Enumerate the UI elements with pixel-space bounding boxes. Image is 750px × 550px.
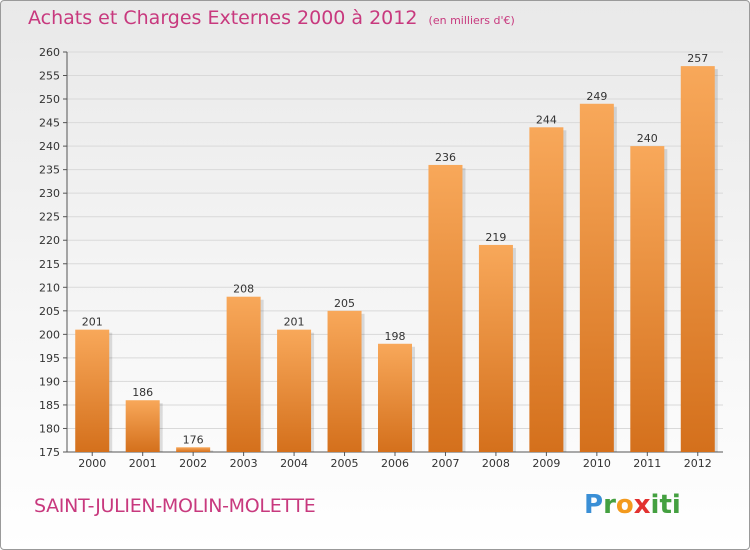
y-tick-label: 200 bbox=[39, 328, 60, 341]
bar-value-label: 186 bbox=[132, 386, 153, 399]
bar-2011 bbox=[630, 146, 665, 452]
x-tick-label: 2009 bbox=[532, 457, 560, 470]
y-tick-label: 220 bbox=[39, 234, 60, 247]
y-tick-label: 210 bbox=[39, 281, 60, 294]
y-tick-label: 240 bbox=[39, 140, 60, 153]
bar-value-label: 219 bbox=[485, 231, 506, 244]
x-axis-ticks: 2000 2001 2002 2003 2004 2005 2006 2007 2008 2009… bbox=[78, 457, 712, 470]
bar-2008 bbox=[478, 244, 513, 452]
y-tick-label: 260 bbox=[39, 46, 60, 59]
bar-2002 bbox=[176, 447, 211, 452]
y-tick-label: 180 bbox=[39, 422, 60, 435]
y-tick-label: 255 bbox=[39, 70, 60, 83]
bar-2001 bbox=[125, 400, 160, 452]
bar-value-label: 208 bbox=[233, 283, 254, 296]
y-tick-label: 235 bbox=[39, 164, 60, 177]
y-tick-label: 195 bbox=[39, 352, 60, 365]
chart-subtitle: (en milliers d'€) bbox=[428, 14, 515, 27]
y-tick-label: 205 bbox=[39, 305, 60, 318]
bar-2000 bbox=[75, 329, 110, 452]
y-tick-label: 185 bbox=[39, 399, 60, 412]
chart-title-block: Achats et Charges Externes 2000 à 2012 (… bbox=[28, 7, 515, 29]
bar-value-label: 201 bbox=[82, 316, 103, 329]
x-tick-label: 2000 bbox=[78, 457, 106, 470]
bar-2006 bbox=[378, 343, 412, 452]
x-tick-label: 2004 bbox=[280, 457, 308, 470]
place-name: SAINT-JULIEN-MOLIN-MOLETTE bbox=[34, 495, 316, 517]
x-tick-label: 2003 bbox=[230, 457, 258, 470]
y-tick-label: 215 bbox=[39, 258, 60, 271]
y-tick-label: 230 bbox=[39, 187, 60, 200]
bar-2009 bbox=[529, 127, 564, 452]
bar-value-label: 249 bbox=[586, 90, 607, 103]
bars bbox=[75, 66, 718, 453]
bar-value-label: 236 bbox=[435, 151, 456, 164]
x-tick-label: 2011 bbox=[633, 457, 661, 470]
y-tick-label: 225 bbox=[39, 211, 60, 224]
y-tick-label: 245 bbox=[39, 117, 60, 130]
data-labels: 201 186 176 208 201 205 198 236 219 244 249 240 257 bbox=[82, 52, 709, 446]
bar-2003 bbox=[226, 296, 261, 452]
bar-2007 bbox=[428, 164, 463, 453]
proxiti-logo: Proxiti bbox=[584, 490, 681, 520]
y-tick-label: 190 bbox=[39, 375, 60, 388]
x-tick-label: 2008 bbox=[482, 457, 510, 470]
bar-value-label: 244 bbox=[536, 113, 557, 126]
x-tick-label: 2012 bbox=[684, 457, 712, 470]
x-tick-label: 2002 bbox=[179, 457, 207, 470]
bar-value-label: 240 bbox=[637, 132, 658, 145]
bar-2010 bbox=[579, 103, 614, 452]
x-tick-label: 2006 bbox=[381, 457, 409, 470]
bar-2012 bbox=[680, 66, 715, 452]
bar-value-label: 205 bbox=[334, 297, 355, 310]
bar-value-label: 198 bbox=[385, 330, 406, 343]
y-tick-label: 175 bbox=[39, 446, 60, 459]
x-tick-label: 2007 bbox=[431, 457, 459, 470]
y-tick-label: 250 bbox=[39, 93, 60, 106]
bar-2005 bbox=[327, 310, 362, 452]
bar-2004 bbox=[277, 329, 312, 452]
x-tick-label: 2005 bbox=[331, 457, 359, 470]
x-tick-label: 2001 bbox=[129, 457, 157, 470]
bar-value-label: 257 bbox=[687, 52, 708, 65]
x-tick-label: 2010 bbox=[583, 457, 611, 470]
bar-value-label: 201 bbox=[284, 316, 305, 329]
y-axis-ticks: 175 180 185 190 195 200 205 210 215 220 225 230 235 2… bbox=[39, 46, 60, 459]
chart-title: Achats et Charges Externes 2000 à 2012 bbox=[28, 7, 418, 29]
bar-value-label: 176 bbox=[183, 433, 204, 446]
